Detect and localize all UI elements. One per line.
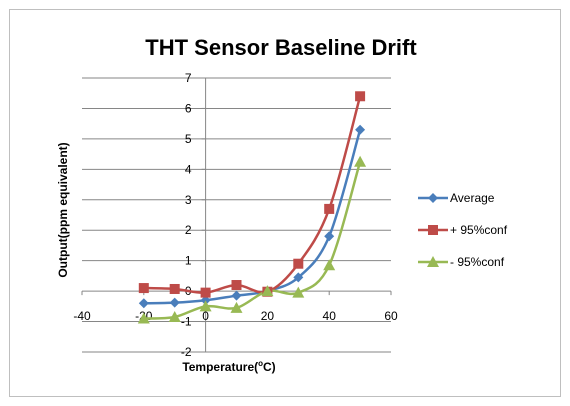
y-tick-label: 7 <box>185 71 192 85</box>
series-markers <box>137 91 367 324</box>
data-point-series-2 <box>324 203 335 214</box>
chart: THT Sensor Baseline Drift -2 -1 0 1 2 3 4 5 6 7 -4… <box>56 35 508 374</box>
data-point-series-2 <box>231 280 242 291</box>
data-point-series-1 <box>200 295 211 306</box>
x-tick-label: 40 <box>323 309 337 323</box>
data-point-series-1 <box>355 124 366 135</box>
data-point-series-1 <box>231 290 242 301</box>
legend-label-3: - 95%conf <box>450 255 505 269</box>
legend-label-2: + 95%conf <box>450 223 508 237</box>
legend-marker-1 <box>428 193 438 203</box>
data-point-series-3 <box>199 300 212 312</box>
y-tick-label: 6 <box>185 101 192 115</box>
x-tick-label: -40 <box>73 309 91 323</box>
series-line-1 <box>143 129 362 305</box>
data-point-series-1 <box>293 272 304 283</box>
legend-marker-2 <box>428 225 438 235</box>
x-tick-label: 20 <box>261 309 275 323</box>
x-axis-title-main: Temperature( <box>182 360 258 374</box>
y-tick-label: 4 <box>185 162 192 176</box>
chart-frame: THT Sensor Baseline Drift -2 -1 0 1 2 3 4 5 6 7 -4… <box>9 9 561 397</box>
gridlines <box>82 77 391 353</box>
y-tick-label: 3 <box>185 193 192 207</box>
y-tick-label: 1 <box>185 254 192 268</box>
data-point-series-3 <box>230 301 243 313</box>
data-point-series-2 <box>200 287 211 298</box>
y-tick-label: 2 <box>185 223 192 237</box>
data-point-series-2 <box>293 258 304 269</box>
data-point-series-2 <box>169 283 180 294</box>
x-axis-title-sup: o <box>258 359 263 368</box>
data-point-series-3 <box>168 310 181 322</box>
y-axis-title: Output(ppm equivalent) <box>56 142 70 277</box>
data-point-series-1 <box>169 297 180 308</box>
y-tick-label: -2 <box>181 345 192 359</box>
y-tick-label: -1 <box>181 315 192 329</box>
data-point-series-2 <box>355 91 366 102</box>
y-tick-label: 5 <box>185 132 192 146</box>
x-axis-title: Temperature(oC) <box>182 359 275 374</box>
data-point-series-1 <box>138 298 149 309</box>
legend-label-1: Average <box>450 191 495 205</box>
data-point-series-3 <box>323 259 336 271</box>
data-point-series-3 <box>261 285 274 297</box>
x-tick-label: 0 <box>202 309 209 323</box>
data-point-series-2 <box>138 283 149 294</box>
legend-marker-3 <box>427 256 439 267</box>
data-point-series-1 <box>324 231 335 242</box>
data-point-series-3 <box>137 312 150 324</box>
chart-title: THT Sensor Baseline Drift <box>145 35 417 60</box>
x-axis-title-unit: C) <box>263 360 276 374</box>
data-point-series-3 <box>292 286 305 298</box>
x-tick-label: 60 <box>384 309 398 323</box>
legend: Average + 95%conf - 95%conf <box>418 191 508 269</box>
data-point-series-3 <box>354 155 367 167</box>
